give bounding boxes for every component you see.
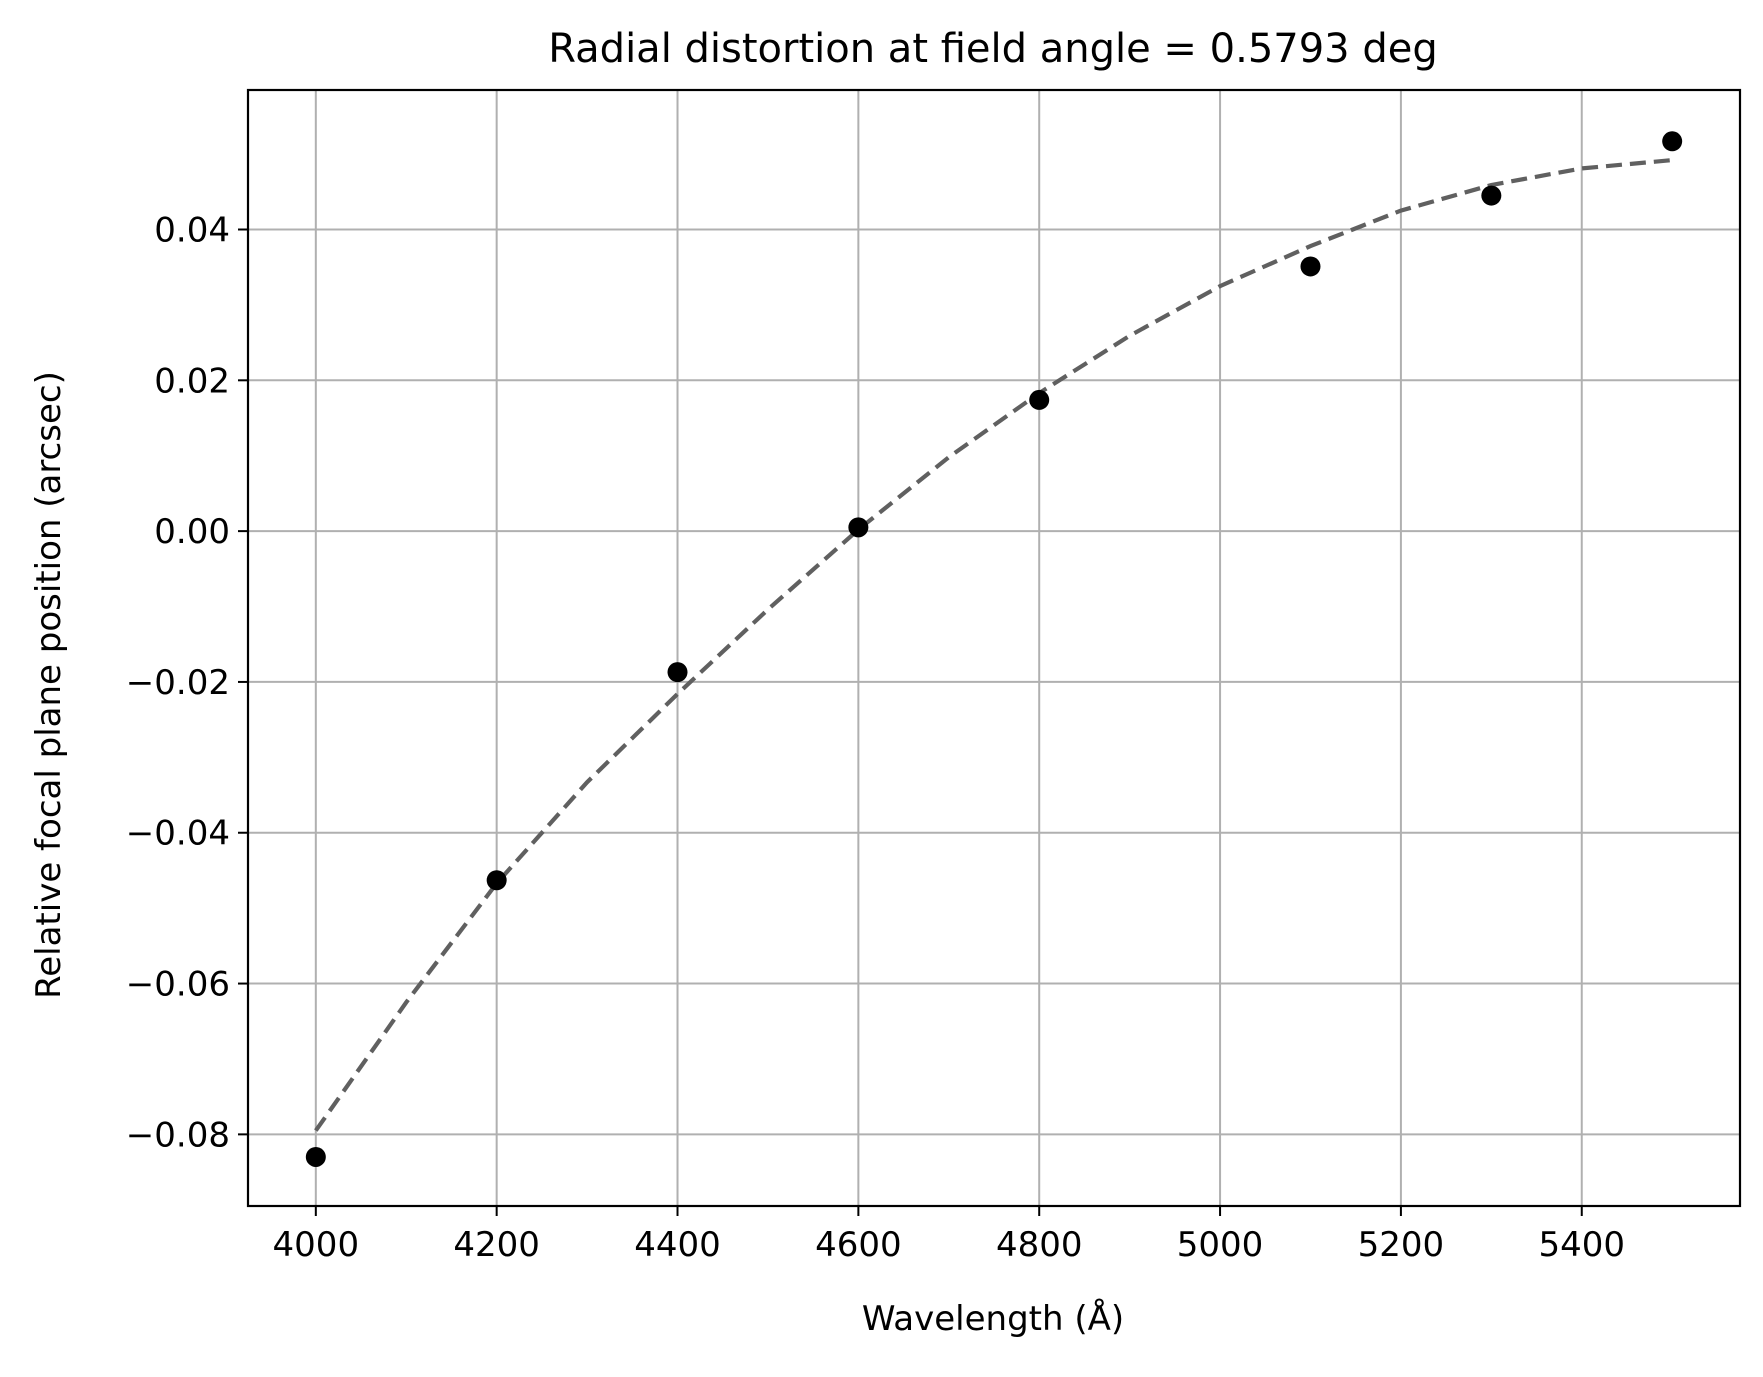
x-tick-label: 5400 (1538, 1225, 1625, 1265)
data-point (305, 1146, 326, 1167)
x-tick-label: 4400 (634, 1225, 721, 1265)
x-axis-ticks: 4000 4200 4400 4600 4800 5000 5200 5400 (273, 1206, 1625, 1265)
data-point (1481, 185, 1502, 206)
y-tick-label: 0.02 (154, 361, 230, 401)
data-point (1300, 256, 1321, 277)
y-axis-ticks: −0.08 −0.06 −0.04 −0.02 0.00 0.02 0.04 (126, 211, 248, 1155)
y-tick-label: 0.04 (154, 211, 230, 251)
x-tick-label: 4000 (273, 1225, 360, 1265)
x-tick-label: 4800 (996, 1225, 1083, 1265)
data-point (1029, 389, 1050, 410)
data-point (667, 662, 688, 683)
fit-curve-line (314, 158, 1673, 1132)
y-tick-label: −0.02 (126, 663, 230, 703)
y-tick-label: −0.04 (126, 814, 230, 854)
y-tick-label: 0.00 (154, 512, 230, 552)
x-tick-label: 4600 (815, 1225, 902, 1265)
x-axis-title: Wavelength (Å) (862, 1298, 1124, 1339)
x-tick-label: 5200 (1358, 1225, 1445, 1265)
plot-frame (246, 88, 1742, 1208)
data-point (1662, 131, 1683, 152)
data-point (848, 517, 869, 538)
y-tick-label: −0.08 (126, 1115, 230, 1155)
data-point (486, 870, 507, 891)
fit-curve-layer (314, 158, 1673, 1132)
grid (248, 90, 1740, 1206)
y-axis-title: Relative focal plane position (arcsec) (29, 371, 69, 999)
y-tick-label: −0.06 (126, 965, 230, 1005)
chart-title: Radial distortion at field angle = 0.579… (548, 26, 1437, 72)
data-points (305, 131, 1683, 1167)
x-tick-label: 5000 (1177, 1225, 1264, 1265)
x-tick-label: 4200 (453, 1225, 540, 1265)
